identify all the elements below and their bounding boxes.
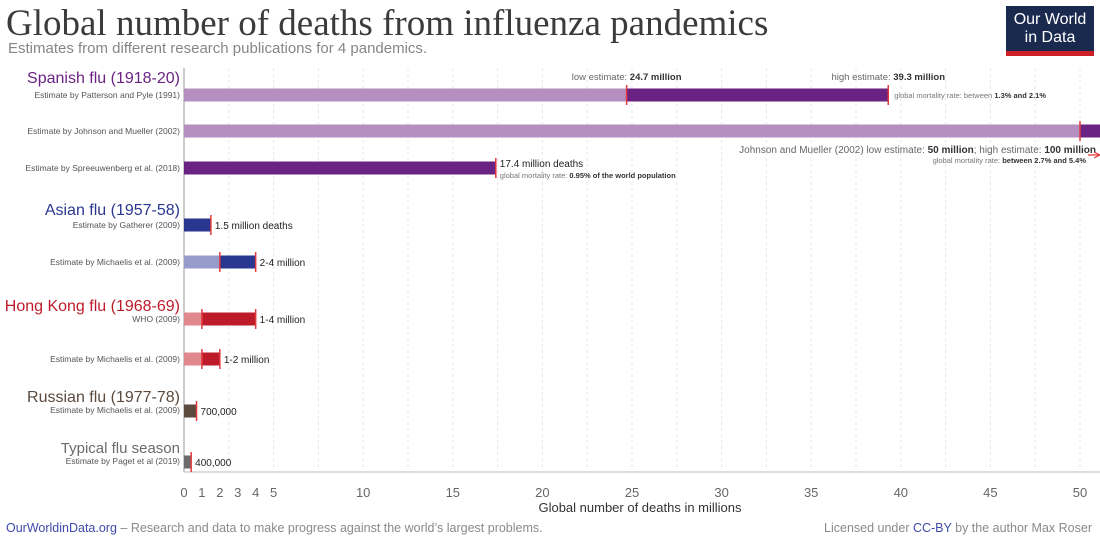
bar — [184, 455, 192, 469]
bar-range — [201, 312, 256, 326]
row-label: WHO (2009) — [132, 314, 180, 324]
bar-low — [184, 312, 202, 326]
logo-line1: Our World — [1013, 11, 1087, 28]
group-label: Russian flu (1977-78) — [27, 389, 180, 406]
value-annotation: 1-4 million — [260, 315, 306, 326]
value-annotation: 17.4 million deaths — [500, 159, 583, 170]
x-tick-label: 1 — [198, 485, 205, 500]
group-label: Asian flu (1957-58) — [45, 202, 180, 219]
x-tick-label: 0 — [180, 485, 187, 500]
bar-range — [626, 88, 889, 102]
x-tick-label: 10 — [356, 485, 370, 500]
bar-low — [184, 255, 220, 269]
group-label: Hong Kong flu (1968-69) — [5, 298, 180, 315]
x-tick-label: 25 — [625, 485, 639, 500]
value-annotation: 700,000 — [201, 407, 238, 418]
x-tick-label: 30 — [714, 485, 728, 500]
x-tick-label: 50 — [1073, 485, 1087, 500]
row-label: Estimate by Paget et al (2019) — [66, 456, 181, 466]
tagline: – Research and data to make progress aga… — [116, 521, 543, 535]
bar-low — [184, 88, 627, 102]
mortality-note: global mortality rate: between 1.3% and … — [894, 91, 1046, 100]
license-suffix: by the author Max Roser — [951, 521, 1092, 535]
bar — [184, 161, 496, 175]
value-annotation: 400,000 — [195, 458, 232, 469]
owid-logo[interactable]: Our World in Data — [1006, 6, 1094, 56]
x-tick-label: 5 — [270, 485, 277, 500]
x-tick-label: 40 — [894, 485, 908, 500]
license-prefix: Licensed under — [824, 521, 913, 535]
row-label: Estimate by Michaelis et al. (2009) — [50, 354, 180, 364]
logo-line2: in Data — [1024, 29, 1076, 46]
bar-low — [184, 352, 202, 366]
high-annotation: high estimate: 39.3 million — [831, 72, 945, 83]
mortality-note: global mortality rate: 0.95% of the worl… — [500, 171, 676, 180]
license-link[interactable]: CC-BY — [912, 521, 952, 535]
chart-subtitle: Estimates from different research public… — [8, 40, 428, 57]
x-tick-label: 35 — [804, 485, 818, 500]
value-annotation: 1.5 million deaths — [215, 221, 293, 232]
x-tick-label: 15 — [446, 485, 460, 500]
value-annotation: 2-4 million — [260, 258, 306, 269]
bar-low — [184, 124, 1080, 138]
row-label: Estimate by Gatherer (2009) — [73, 220, 180, 230]
row-label: Estimate by Johnson and Mueller (2002) — [27, 126, 180, 136]
x-tick-label: 20 — [535, 485, 549, 500]
arrow-right-icon — [1088, 151, 1100, 159]
site-link[interactable]: OurWorldinData.org — [6, 521, 117, 535]
value-annotation: 1-2 million — [224, 355, 270, 366]
x-tick-label: 2 — [216, 485, 223, 500]
bar-range — [1080, 124, 1100, 138]
bar-range — [219, 255, 256, 269]
row-label: Estimate by Spreeuwenberg et al. (2018) — [25, 163, 180, 173]
bar — [184, 404, 197, 418]
group-label: Typical flu season — [61, 440, 180, 457]
range-annotation: Johnson and Mueller (2002) low estimate:… — [739, 145, 1096, 156]
x-tick-label: 3 — [234, 485, 241, 500]
x-tick-label: 4 — [252, 485, 259, 500]
row-label: Estimate by Patterson and Pyle (1991) — [34, 90, 180, 100]
mortality-note: global mortality rate: between 2.7% and … — [933, 156, 1087, 165]
row-label: Estimate by Michaelis et al. (2009) — [50, 257, 180, 267]
x-axis-label: Global number of deaths in millions — [538, 500, 742, 515]
row-label: Estimate by Michaelis et al. (2009) — [50, 405, 180, 415]
bar-range — [201, 352, 220, 366]
x-tick-label: 45 — [983, 485, 997, 500]
low-annotation: low estimate: 24.7 million — [572, 72, 682, 83]
footer-left: OurWorldinData.org – Research and data t… — [6, 521, 543, 535]
chart-title: Global number of deaths from influenza p… — [6, 3, 769, 44]
footer-right: Licensed under CC-BY by the author Max R… — [824, 521, 1092, 535]
group-label: Spanish flu (1918-20) — [27, 70, 180, 87]
bar — [184, 218, 211, 232]
